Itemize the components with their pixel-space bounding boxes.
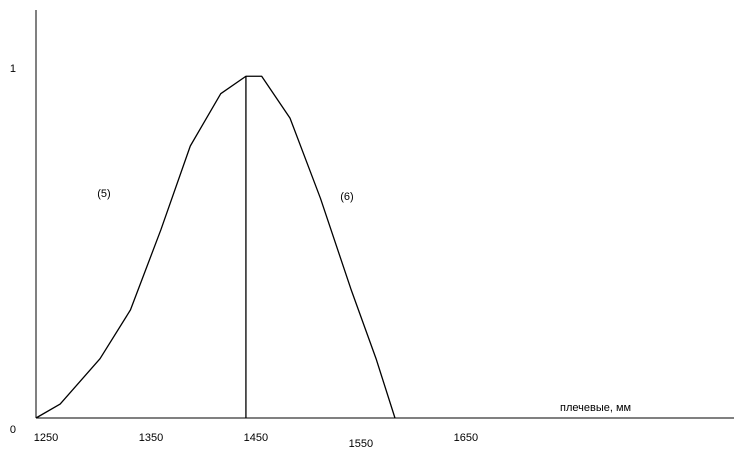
annotation: (5) bbox=[97, 188, 110, 200]
y-tick-label: 0 bbox=[10, 424, 16, 436]
annotation: плечевые, мм bbox=[560, 402, 631, 414]
x-tick-label: 1650 bbox=[454, 432, 478, 444]
x-tick-label: 1350 bbox=[139, 432, 163, 444]
x-tick-label: 1450 bbox=[244, 432, 268, 444]
curve bbox=[35, 75, 396, 419]
annotation: (6) bbox=[340, 191, 353, 203]
x-tick-label: 1550 bbox=[349, 438, 373, 450]
y-tick-label: 1 bbox=[10, 63, 16, 75]
x-tick-label: 1250 bbox=[34, 432, 58, 444]
